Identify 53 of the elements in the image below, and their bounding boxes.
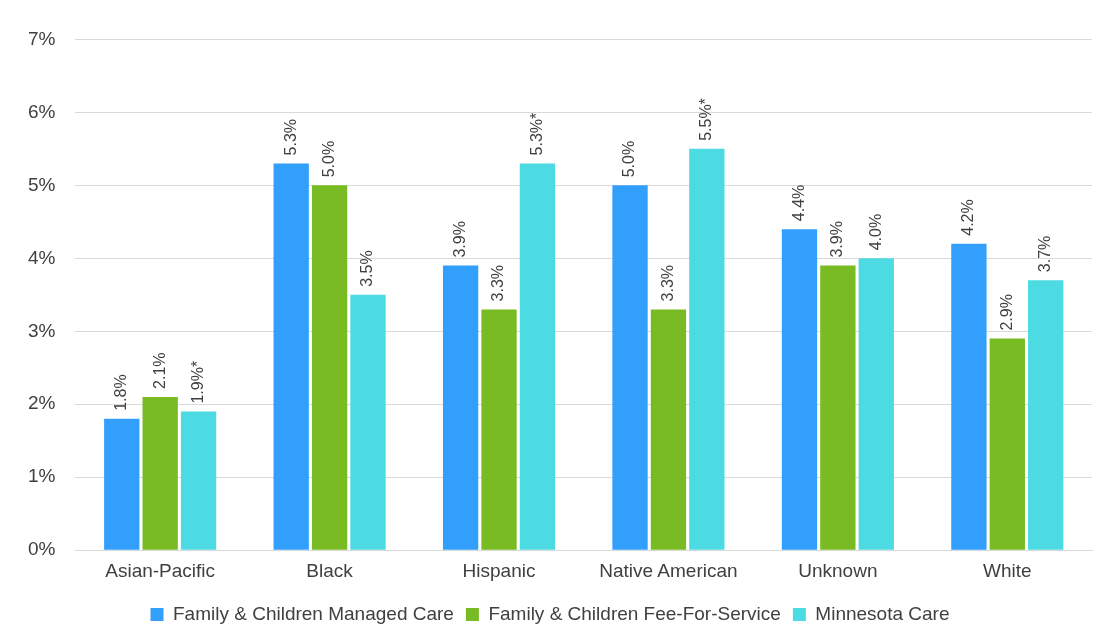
bar (311, 185, 348, 550)
data-label: 5.3% (281, 118, 299, 156)
bar (1028, 280, 1064, 550)
data-label: 5.5%* (697, 98, 715, 141)
data-label: 3.7% (1036, 235, 1054, 273)
bar (781, 229, 818, 550)
y-tick-label: 7% (27, 27, 56, 49)
bar (820, 265, 856, 550)
bar (273, 163, 309, 550)
x-tick-label: Asian-Pacific (105, 559, 216, 581)
bar (519, 163, 556, 550)
legend-label: Minnesota Care (815, 602, 950, 624)
data-label: 4.0% (866, 213, 884, 251)
bar (951, 243, 987, 550)
legend-label: Family & Children Managed Care (173, 602, 454, 624)
bar (989, 338, 1025, 550)
data-label: 3.9% (451, 221, 469, 258)
bar (650, 309, 687, 550)
y-tick-label: 5% (27, 173, 56, 195)
y-tick-label: 3% (27, 319, 56, 341)
y-tick-label: 4% (27, 246, 56, 268)
y-tick-label: 2% (27, 392, 56, 414)
bar (180, 411, 217, 550)
data-label: 4.2% (959, 199, 977, 236)
data-label: 5.0% (620, 140, 638, 178)
data-label: 3.3% (658, 264, 676, 302)
data-label: 3.9% (828, 221, 846, 258)
data-label: 5.3%* (527, 112, 545, 156)
data-label: 2.1% (150, 352, 168, 389)
y-tick-label: 1% (27, 465, 56, 487)
x-tick-label: Hispanic (462, 559, 536, 581)
data-label: 3.3% (489, 264, 507, 302)
data-label: 2.9% (997, 294, 1015, 331)
y-tick-label: 0% (27, 538, 56, 560)
data-label: 1.8% (112, 374, 130, 411)
bar (142, 396, 178, 550)
data-label: 5.0% (320, 140, 337, 178)
bar (350, 294, 386, 550)
y-tick-label: 6% (27, 100, 56, 122)
data-label: 4.4% (789, 184, 807, 222)
bar (481, 309, 517, 550)
bar (442, 265, 479, 550)
bar (858, 258, 894, 550)
bar (689, 148, 725, 550)
x-tick-label: Unknown (798, 559, 878, 581)
x-tick-label: White (983, 559, 1032, 581)
bar (612, 185, 648, 550)
data-label: 1.9%* (188, 360, 206, 404)
legend-label: Family & Children Fee-For-Service (488, 602, 781, 624)
x-tick-label: Black (306, 559, 354, 581)
data-label: 3.5% (358, 250, 376, 287)
bar (104, 418, 140, 550)
x-tick-label: Native American (599, 559, 738, 581)
